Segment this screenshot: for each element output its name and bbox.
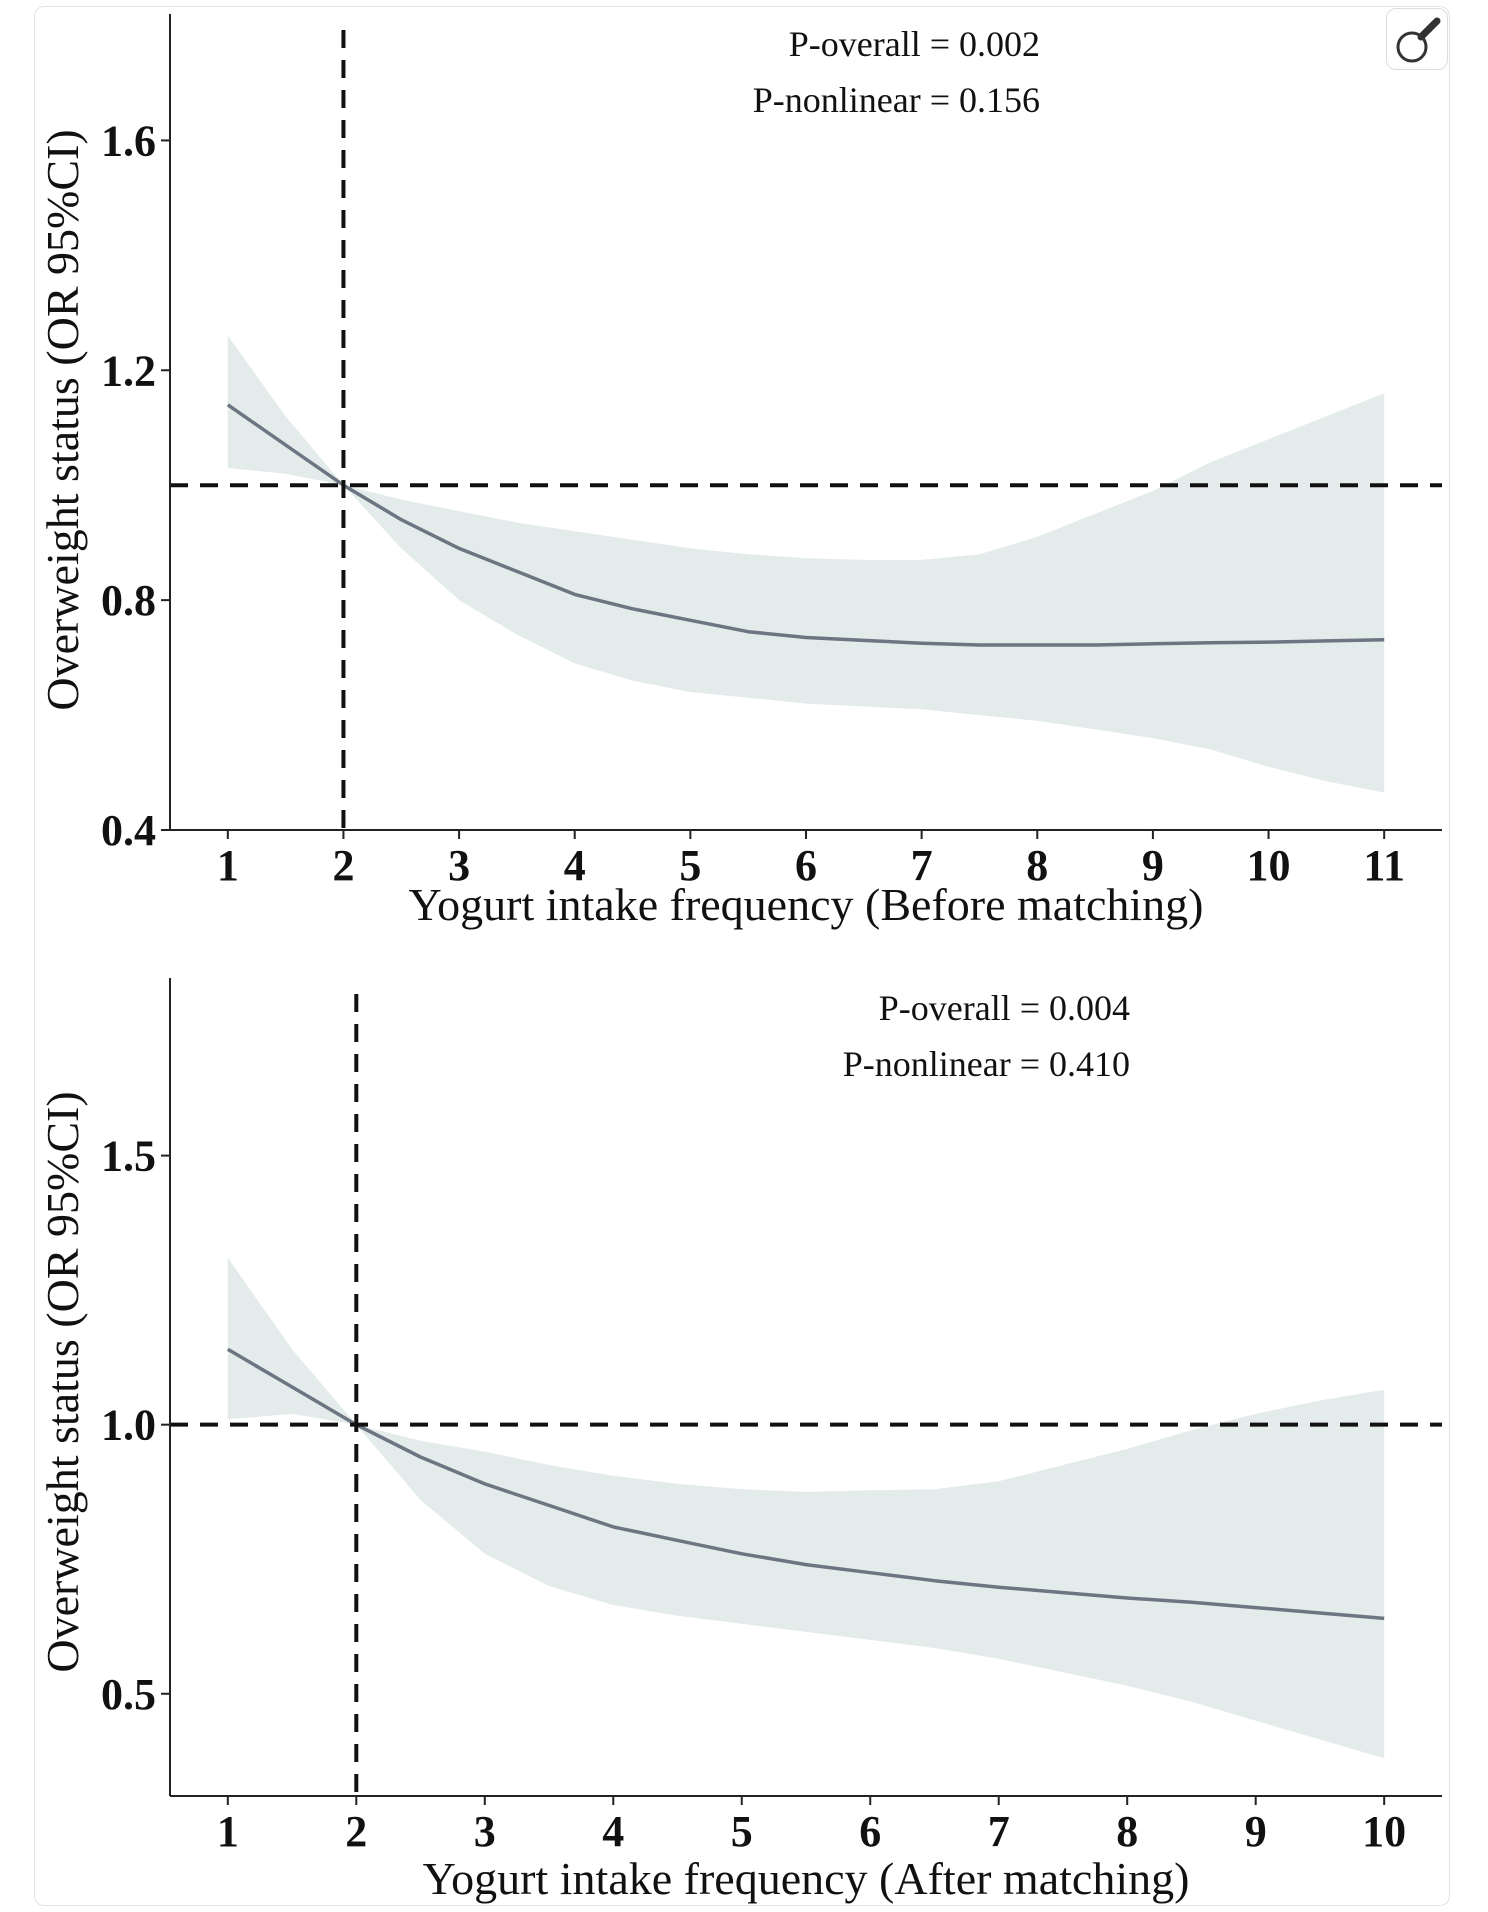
x-tick-label: 9 bbox=[1245, 1807, 1267, 1856]
x-tick-label: 2 bbox=[332, 841, 354, 890]
x-tick-label: 6 bbox=[859, 1807, 881, 1856]
y-axis-title: Overweight status (OR 95%CI) bbox=[37, 129, 88, 710]
p-overall-annotation: P-overall = 0.004 bbox=[879, 988, 1130, 1028]
confidence-band bbox=[227, 335, 1385, 793]
x-tick-label: 8 bbox=[1116, 1807, 1138, 1856]
chart-after-matching: 1 2 3 4 5 6 7 8 9 10 0.5 1.0 1.5 Yogurt intake freque… bbox=[37, 978, 1442, 1904]
p-nonlinear-annotation: P-nonlinear = 0.156 bbox=[753, 80, 1040, 120]
y-tick-label: 1.0 bbox=[101, 1401, 156, 1450]
x-tick-label: 10 bbox=[1362, 1807, 1406, 1856]
x-axis-title: Yogurt intake frequency (After matching) bbox=[423, 1853, 1190, 1904]
y-tick-label: 1.5 bbox=[101, 1132, 156, 1181]
chart-before-matching: 1 2 3 4 5 6 7 8 9 10 11 0.4 0.8 1.2 1.6 Yogurt intake f… bbox=[37, 14, 1442, 930]
x-tick-label: 10 bbox=[1247, 841, 1291, 890]
y-tick-label: 0.8 bbox=[101, 576, 156, 625]
y-tick-label: 0.4 bbox=[101, 806, 156, 855]
x-tick-label: 6 bbox=[795, 841, 817, 890]
estimate-curve bbox=[226, 403, 1385, 647]
magnify-button[interactable] bbox=[1386, 8, 1448, 70]
confidence-band bbox=[227, 1257, 1385, 1759]
p-overall-annotation: P-overall = 0.002 bbox=[789, 24, 1040, 64]
x-tick-label: 8 bbox=[1026, 841, 1048, 890]
x-axis-title: Yogurt intake frequency (Before matching… bbox=[409, 879, 1204, 930]
x-tick-label: 2 bbox=[345, 1807, 367, 1856]
x-tick-label: 1 bbox=[217, 841, 239, 890]
x-tick-label: 3 bbox=[474, 1807, 496, 1856]
p-nonlinear-annotation: P-nonlinear = 0.410 bbox=[843, 1044, 1130, 1084]
y-tick-label: 1.2 bbox=[101, 346, 156, 395]
x-tick-label: 4 bbox=[564, 841, 586, 890]
y-tick-label: 1.6 bbox=[101, 116, 156, 165]
x-tick-label: 1 bbox=[217, 1807, 239, 1856]
estimate-curve bbox=[226, 1347, 1385, 1621]
x-tick-label: 9 bbox=[1142, 841, 1164, 890]
x-tick-label: 4 bbox=[602, 1807, 624, 1856]
x-tick-label: 5 bbox=[679, 841, 701, 890]
x-tick-label: 5 bbox=[731, 1807, 753, 1856]
y-axis-title: Overweight status (OR 95%CI) bbox=[37, 1091, 88, 1672]
x-tick-label: 3 bbox=[448, 841, 470, 890]
y-tick-label: 0.5 bbox=[101, 1670, 156, 1719]
x-tick-label: 11 bbox=[1363, 841, 1405, 890]
magnifier-icon bbox=[1396, 17, 1441, 63]
x-tick-label: 7 bbox=[988, 1807, 1010, 1856]
x-tick-label: 7 bbox=[911, 841, 933, 890]
